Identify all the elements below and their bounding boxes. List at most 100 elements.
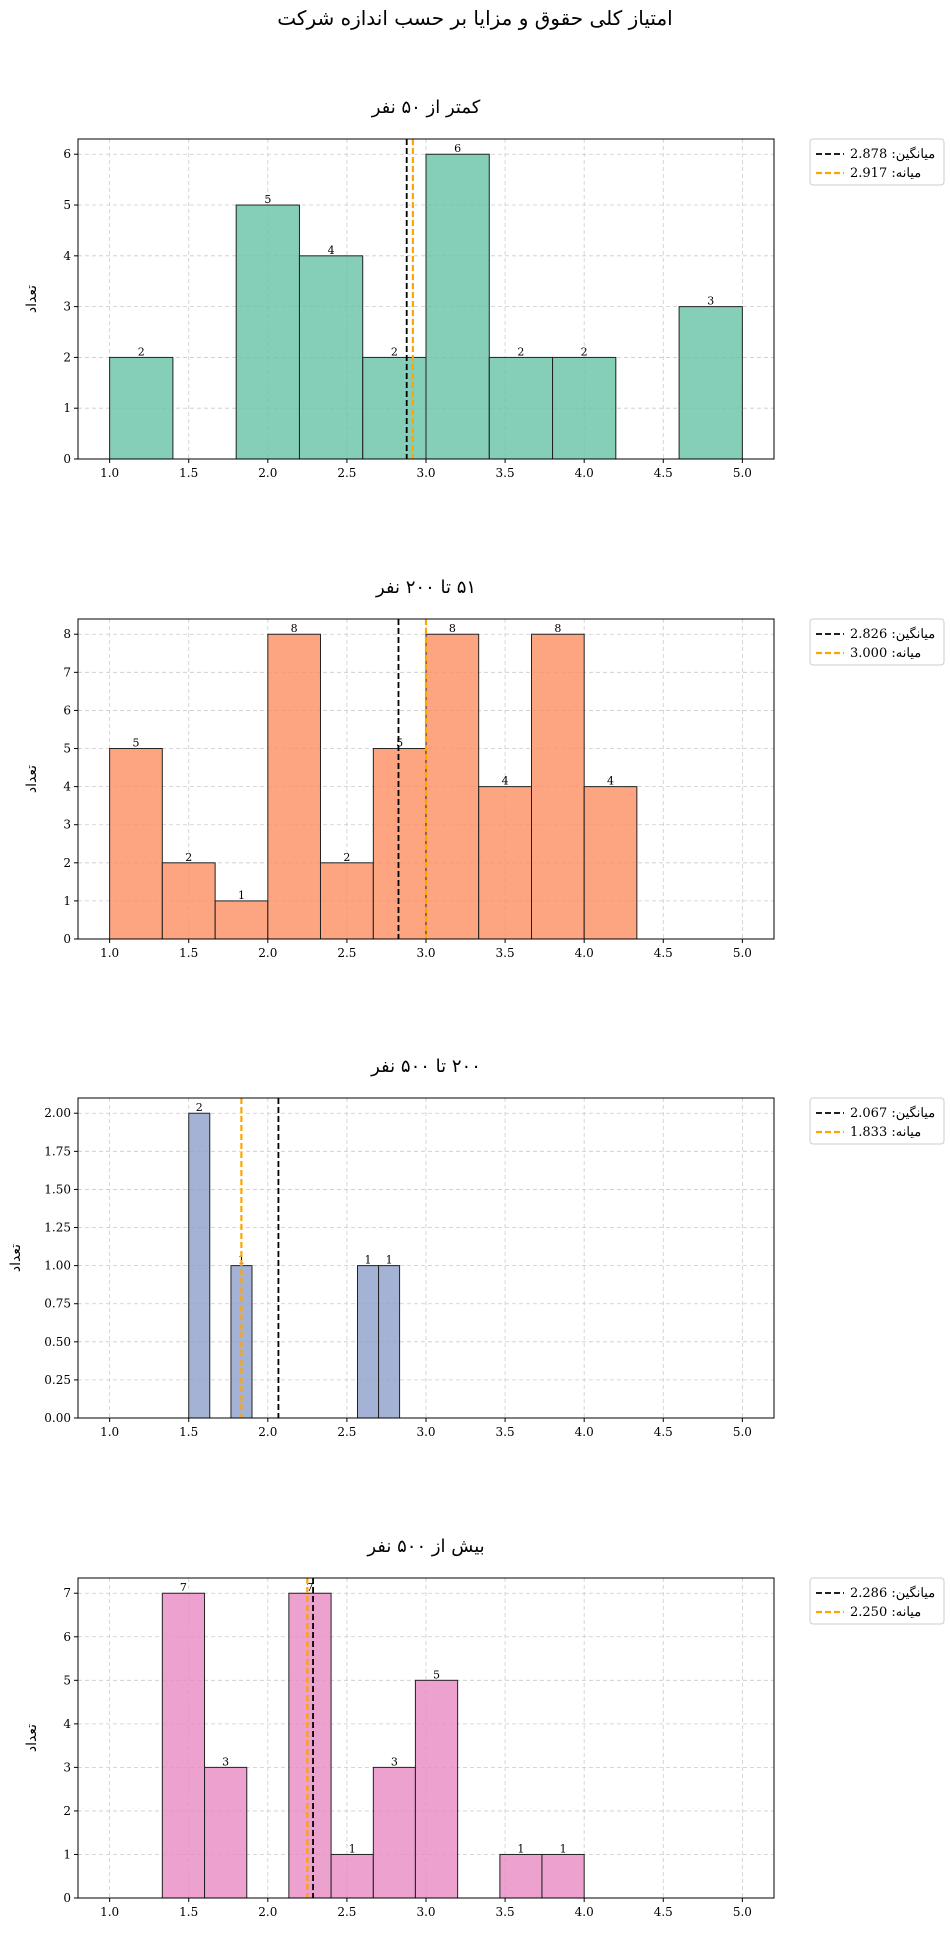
x-tick-label: 1.5 [179,466,198,480]
y-tick-label: 3 [63,300,71,314]
x-tick-label: 5.0 [733,466,752,480]
x-tick-label: 5.0 [733,1905,752,1919]
panel-2: ۵۱ تا ۲۰۰ نفر 5 2 1 8 2 5 8 4 8 4 1.0 1.5 2.0 2.5 3.0 3.… [24,577,945,960]
legend-median-label: میانه: 3.000 [850,646,921,661]
bar-value-label: 1 [238,889,245,902]
subplot-title: ۲۰۰ تا ۵۰۰ نفر [370,1056,481,1077]
axes-frame [77,1097,775,1419]
bar-value-label: 3 [707,295,714,308]
y-tick-label: 5 [63,1673,71,1687]
y-tick-label: 2 [63,350,71,364]
y-tick-label: 1 [63,1847,71,1861]
bar-value-label: 8 [554,622,561,635]
histogram-bar [214,900,269,940]
histogram-bar [378,1265,401,1419]
histogram-bar [678,306,743,460]
histogram-bar [414,1679,459,1899]
histogram-bar [357,1265,380,1419]
histogram-bar [161,862,216,940]
histogram-bar [267,633,321,940]
histogram-bar [552,356,617,460]
bar-value-label: 4 [328,244,335,257]
histogram-bar [531,633,585,940]
x-tick-label: 4.0 [575,1905,594,1919]
histogram-bar [362,356,427,460]
y-axis-label: تعداد [24,765,40,793]
y-tick-label: 2 [63,856,71,870]
bar-value-label: 2 [343,851,350,864]
x-tick-label: 3.0 [416,1425,435,1439]
x-tick-label: 2.0 [258,946,277,960]
x-tick-label: 3.5 [496,1905,515,1919]
x-tick-label: 2.0 [258,1905,277,1919]
histogram-bar [319,862,374,940]
legend-mean-label: میانگین: 2.878 [850,146,935,162]
y-tick-label: 5 [63,742,71,756]
y-tick-label: 1.25 [44,1221,71,1235]
y-tick-label: 1.50 [44,1182,71,1196]
bar-value-label: 5 [132,737,139,750]
y-tick-label: 4 [63,1717,71,1731]
x-tick-label: 2.0 [258,466,277,480]
histogram-bar [161,1592,206,1899]
histogram-bar [425,633,480,940]
y-tick-label: 1.00 [44,1259,71,1273]
x-tick-label: 5.0 [733,1425,752,1439]
bar-value-label: 1 [560,1842,567,1855]
y-tick-label: 3 [63,818,71,832]
bar-value-label: 7 [306,1581,313,1594]
x-tick-label: 4.0 [575,466,594,480]
y-tick-label: 7 [63,665,71,679]
x-tick-label: 4.0 [575,946,594,960]
x-tick-label: 3.5 [496,1425,515,1439]
histogram-bar [372,748,427,940]
x-tick-label: 4.5 [654,1425,673,1439]
y-tick-label: 0 [63,1891,71,1905]
y-tick-label: 7 [63,1586,71,1600]
histogram-bar [372,1766,416,1899]
bar-value-label: 5 [433,1668,440,1681]
y-tick-label: 2 [63,1804,71,1818]
x-tick-label: 4.5 [654,946,673,960]
histogram-bar [330,1853,374,1899]
bar-value-label: 3 [391,1755,398,1768]
histogram-bar [583,786,638,940]
y-tick-label: 4 [63,780,71,794]
bar-value-label: 1 [517,1842,524,1855]
x-tick-label: 1.5 [179,946,198,960]
histogram-bar [425,153,490,460]
x-tick-label: 2.0 [258,1425,277,1439]
x-tick-label: 2.5 [337,1425,356,1439]
y-tick-label: 0.00 [44,1411,71,1425]
legend-mean-label: میانگین: 2.067 [850,1105,935,1121]
histogram-bar [499,1853,543,1899]
x-tick-label: 1.0 [100,1905,119,1919]
x-tick-label: 3.5 [496,946,515,960]
y-tick-label: 0.25 [44,1373,71,1387]
histogram-bar [488,356,554,460]
x-tick-label: 2.5 [337,946,356,960]
y-axis-label: تعداد [24,285,40,313]
bar-value-label: 2 [185,851,192,864]
bar-value-label: 8 [291,622,298,635]
bar-value-label: 1 [386,1254,393,1267]
bar-value-label: 6 [454,142,461,155]
y-tick-label: 6 [63,1630,71,1644]
panel-3: ۲۰۰ تا ۵۰۰ نفر21111.01.52.02.53.03.54.04… [8,1056,945,1439]
y-tick-label: 2.00 [44,1106,71,1120]
bar-value-label: 7 [180,1581,187,1594]
histogram-bar [298,255,364,460]
y-tick-label: 0 [63,452,71,466]
y-tick-label: 1.75 [44,1144,71,1158]
x-tick-label: 1.5 [179,1905,198,1919]
x-tick-label: 1.0 [100,946,119,960]
x-tick-label: 2.5 [337,1905,356,1919]
x-tick-label: 4.0 [575,1425,594,1439]
bar-value-label: 2 [581,345,588,358]
y-axis-label: تعداد [8,1244,24,1272]
histogram-bar [235,204,300,460]
bar-value-label: 2 [138,345,145,358]
legend-median-label: میانه: 1.833 [850,1125,921,1140]
y-tick-label: 6 [63,147,71,161]
x-tick-label: 5.0 [733,946,752,960]
